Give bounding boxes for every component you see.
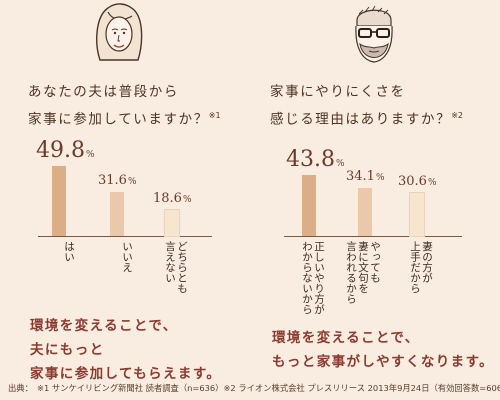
category-label: はい [63, 241, 75, 262]
bar [358, 188, 372, 236]
category-label: 正しいやり方が わからないから [301, 241, 325, 315]
data-label: 18.6% [153, 190, 192, 206]
right-conclusion: 環境を変えることで、 もっと家事がしやすくなります。 [272, 330, 495, 370]
source-note: 出典： ※1 サンケイリビング新聞社 読者調査（n=636）※2 ライオン株式会… [8, 383, 500, 393]
bar [409, 192, 425, 237]
baseline-axis [38, 236, 212, 237]
baseline-axis [284, 236, 462, 237]
data-label: 34.1% [346, 169, 385, 185]
right-question: 家事にやりにくさを 感じる理由はありますか？※2 [270, 84, 463, 128]
bar [52, 166, 66, 236]
category-label: 妻の方が 上手だから [409, 241, 433, 294]
data-label: 49.8% [36, 138, 95, 164]
left-question: あなたの夫は普段から 家事に参加していますか？※1 [28, 84, 221, 128]
category-label: いいえ [121, 241, 133, 273]
data-label: 30.6% [398, 174, 437, 190]
bar [110, 191, 124, 236]
man-face-icon [355, 5, 393, 63]
bar [164, 208, 180, 237]
woman-face-icon [96, 3, 143, 61]
data-label: 31.6% [98, 172, 137, 188]
category-label: やっても 妻に文句を 言われるから [345, 241, 381, 304]
left-conclusion: 環境を変えることで、 夫にもっと 家事に参加してもらえます。 [30, 318, 222, 382]
right-note-mark: ※2 [451, 111, 463, 120]
bar [302, 174, 316, 236]
data-label: 43.8% [286, 146, 345, 172]
category-label: どちらとも 言えない [164, 241, 188, 294]
left-note-mark: ※1 [208, 111, 221, 120]
